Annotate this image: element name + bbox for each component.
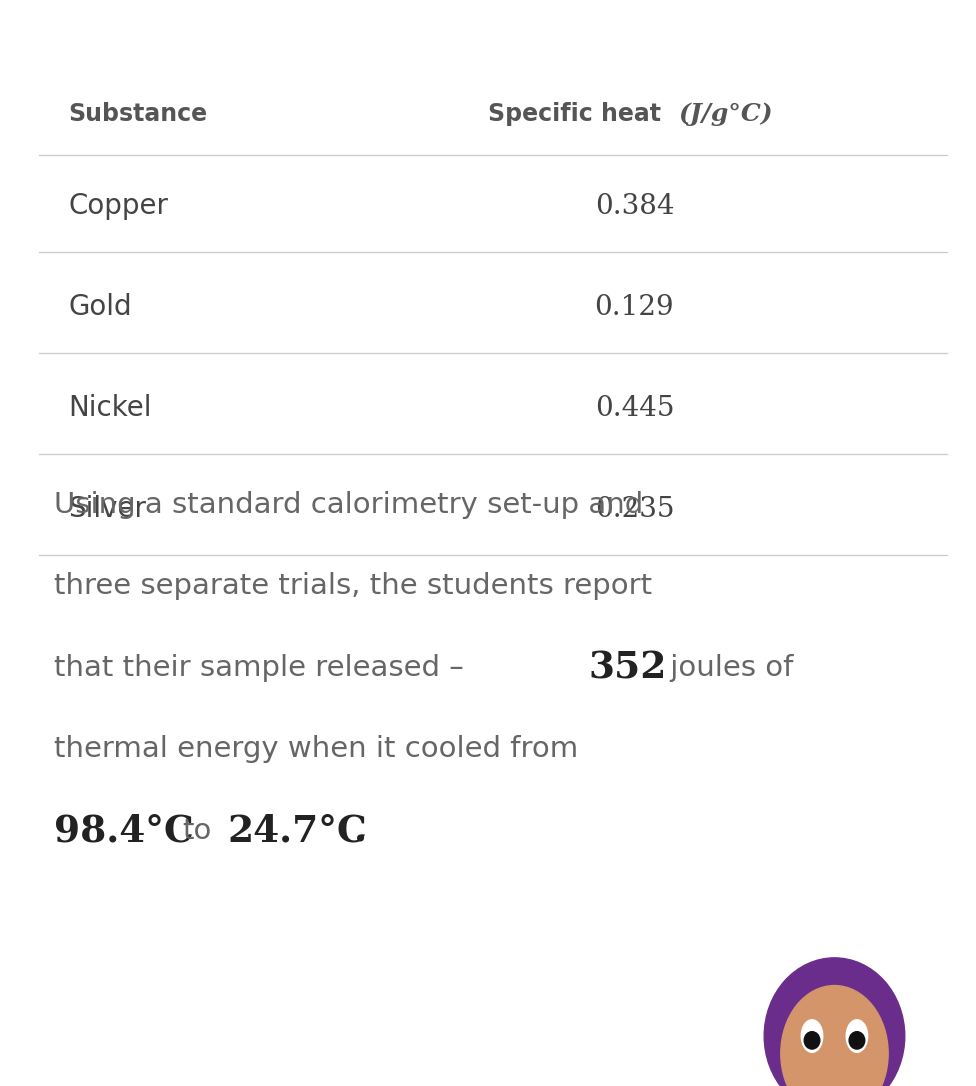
Text: to: to (183, 817, 212, 845)
Ellipse shape (846, 1020, 868, 1052)
Circle shape (849, 1032, 865, 1049)
Text: three separate trials, the students report: three separate trials, the students repo… (54, 572, 652, 601)
Text: (J/g°C): (J/g°C) (678, 102, 773, 126)
Text: Substance: Substance (68, 102, 208, 126)
Text: Nickel: Nickel (68, 394, 152, 422)
Text: 98.4°C: 98.4°C (54, 812, 193, 849)
Circle shape (764, 958, 905, 1086)
Text: Gold: Gold (68, 293, 132, 321)
Text: .: . (354, 812, 367, 849)
Text: 352: 352 (589, 649, 667, 686)
Text: joules of: joules of (661, 654, 793, 682)
Text: Using a standard calorimetry set-up and: Using a standard calorimetry set-up and (54, 491, 643, 519)
Text: that their sample released –: that their sample released – (54, 654, 464, 682)
Text: 0.384: 0.384 (594, 193, 674, 219)
Text: Silver: Silver (68, 495, 146, 523)
Text: Copper: Copper (68, 192, 168, 220)
Circle shape (804, 1032, 820, 1049)
Text: 0.445: 0.445 (594, 395, 674, 421)
Text: 0.129: 0.129 (594, 294, 674, 320)
Text: 24.7°C: 24.7°C (227, 812, 367, 849)
Text: thermal energy when it cooled from: thermal energy when it cooled from (54, 735, 578, 763)
Text: 0.235: 0.235 (594, 496, 674, 522)
Ellipse shape (801, 1020, 823, 1052)
Ellipse shape (781, 986, 888, 1086)
Text: Specific heat: Specific heat (488, 102, 670, 126)
